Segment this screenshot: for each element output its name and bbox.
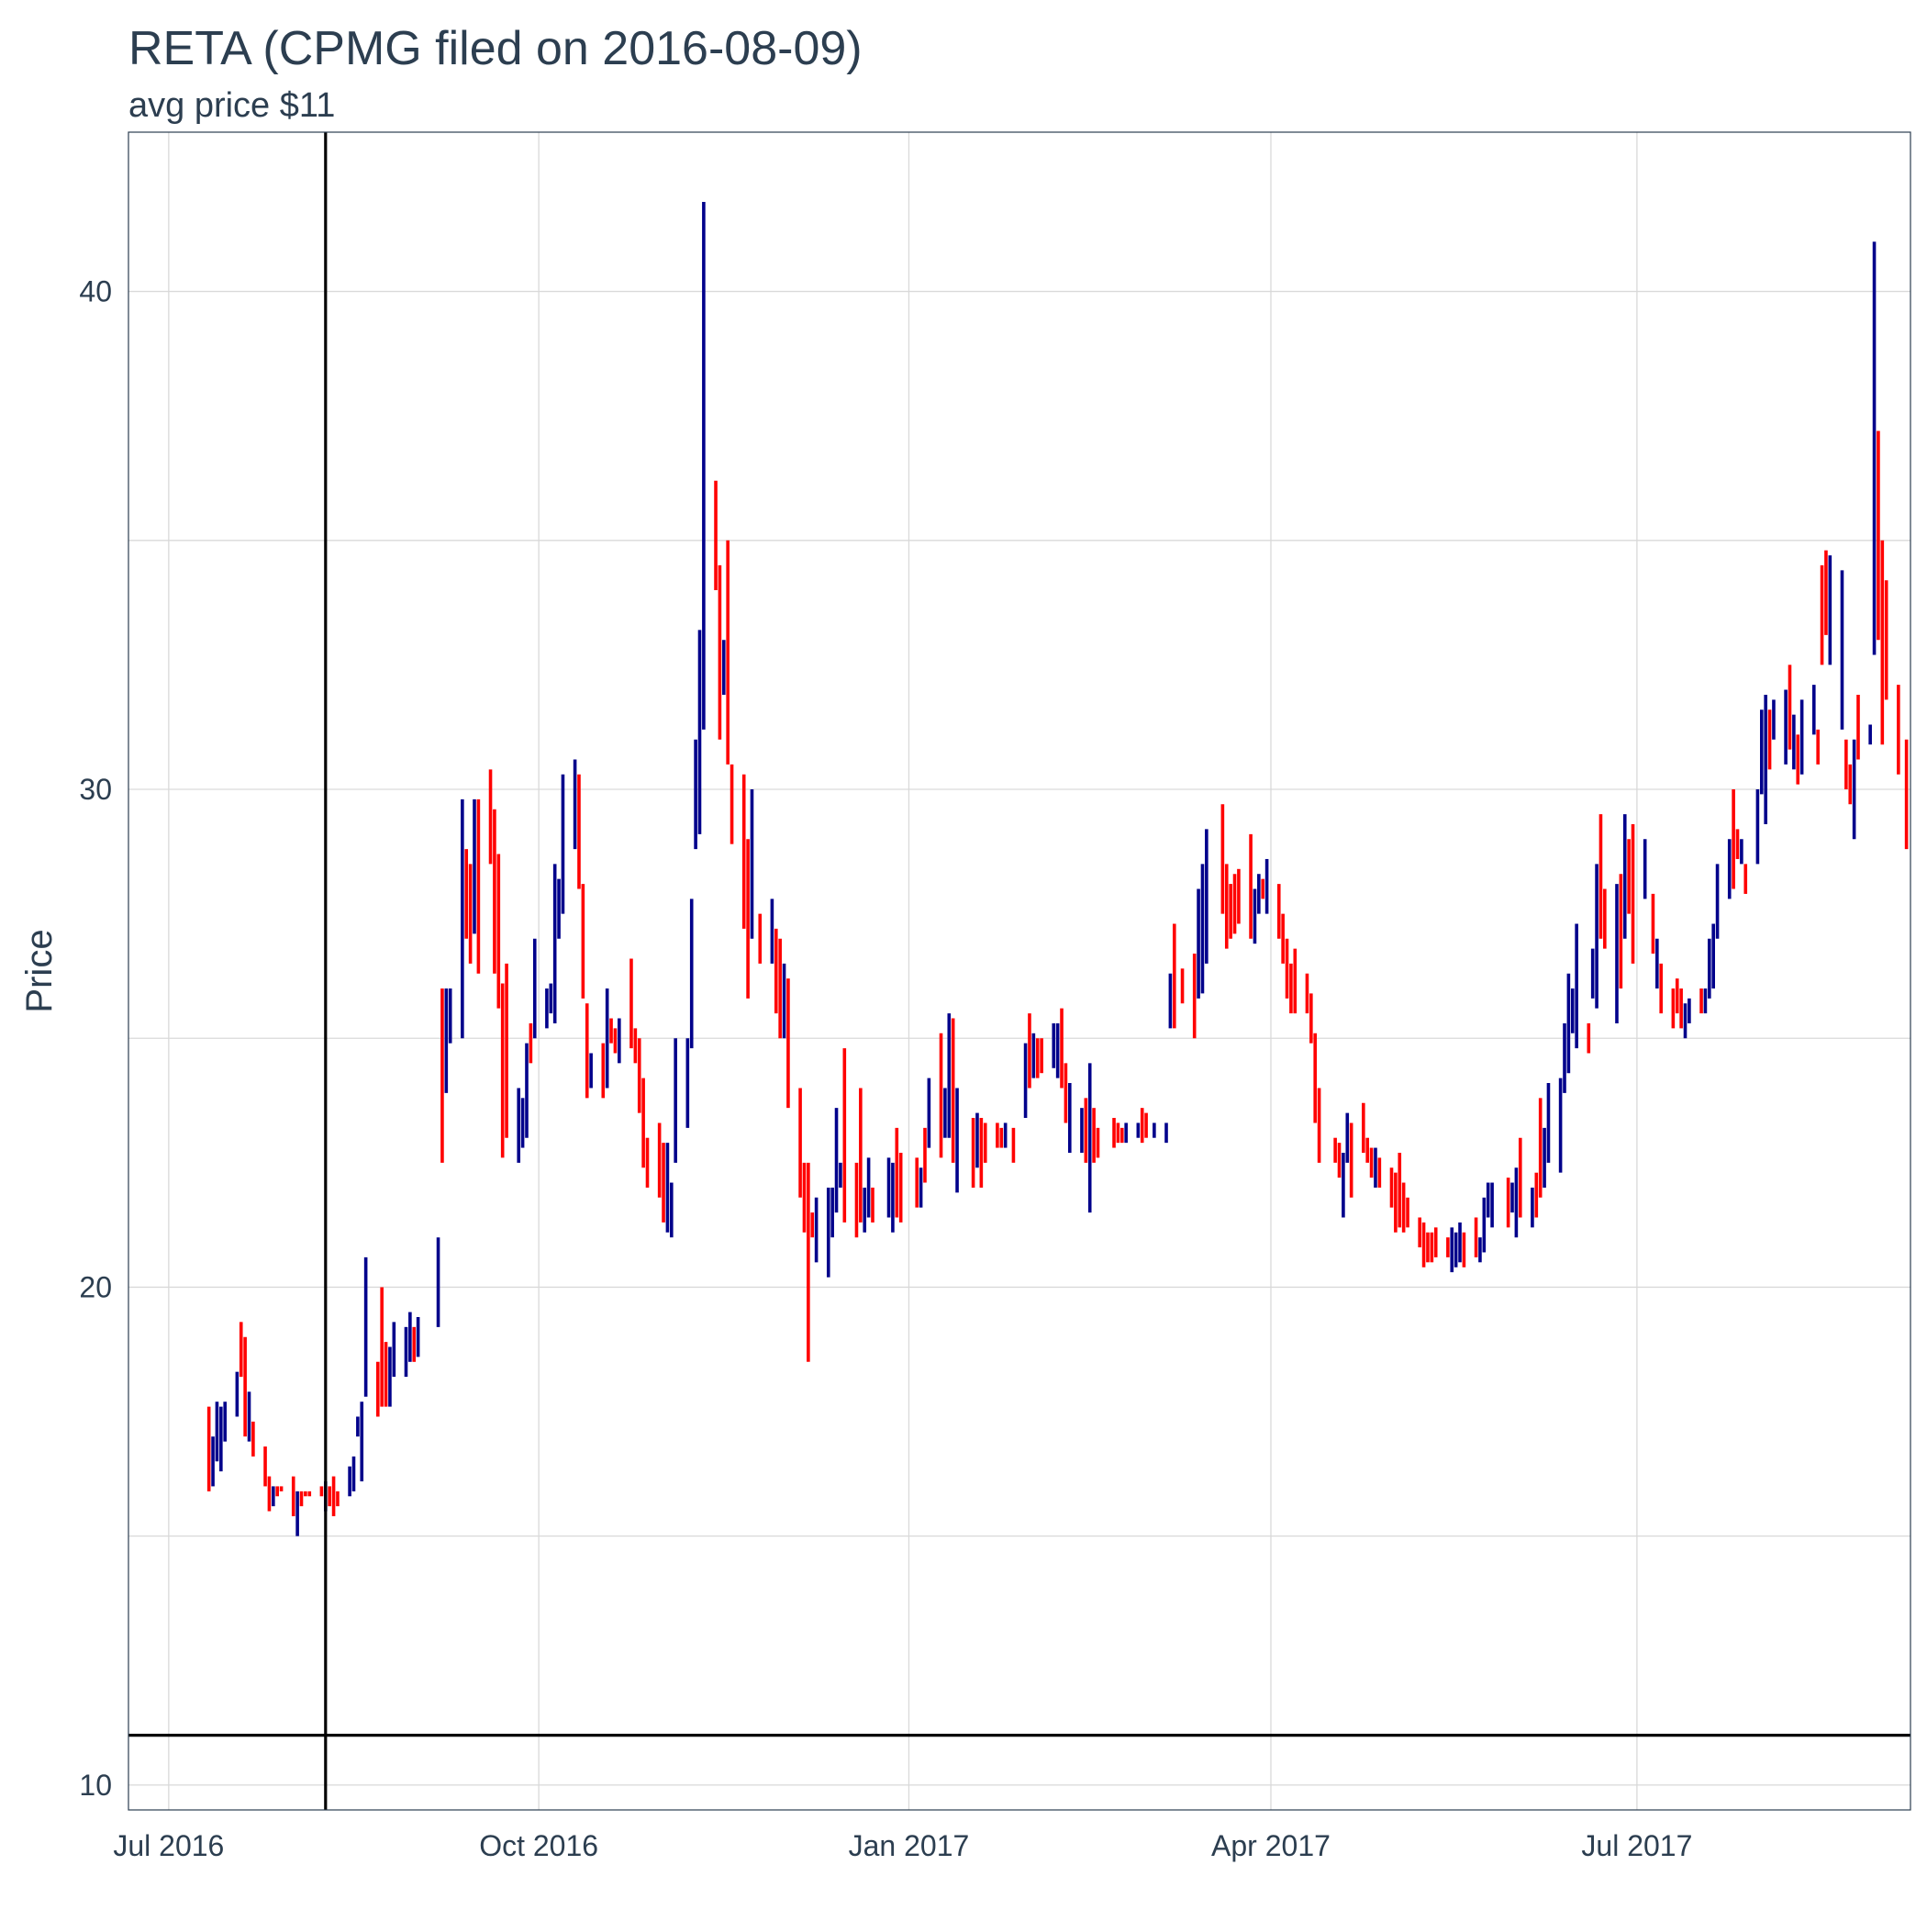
chart-subtitle: avg price $11 — [128, 86, 335, 125]
y-axis-label: Price — [19, 929, 60, 1012]
x-tick-label: Jul 2017 — [1581, 1829, 1692, 1862]
y-tick-label: 20 — [79, 1270, 112, 1303]
grid-layer — [128, 132, 1910, 1810]
y-tick-label: 10 — [79, 1769, 112, 1802]
y-tick-label: 40 — [79, 275, 112, 308]
chart-title: RETA (CPMG filed on 2016-08-09) — [128, 22, 863, 75]
x-tick-label: Jul 2016 — [113, 1829, 224, 1862]
x-tick-label: Oct 2016 — [479, 1829, 598, 1862]
y-tick-labels: 10 20 30 40 — [79, 275, 112, 1802]
x-tick-labels: Jul 2016 Oct 2016 Jan 2017 Apr 2017 Jul 2017 — [113, 1829, 1692, 1862]
y-tick-label: 30 — [79, 773, 112, 806]
x-tick-label: Jan 2017 — [849, 1829, 970, 1862]
x-tick-label: Apr 2017 — [1211, 1829, 1331, 1862]
reference-lines — [128, 132, 1910, 1810]
ohlc-bars — [206, 201, 1909, 1536]
plot-frame — [128, 131, 1911, 1811]
